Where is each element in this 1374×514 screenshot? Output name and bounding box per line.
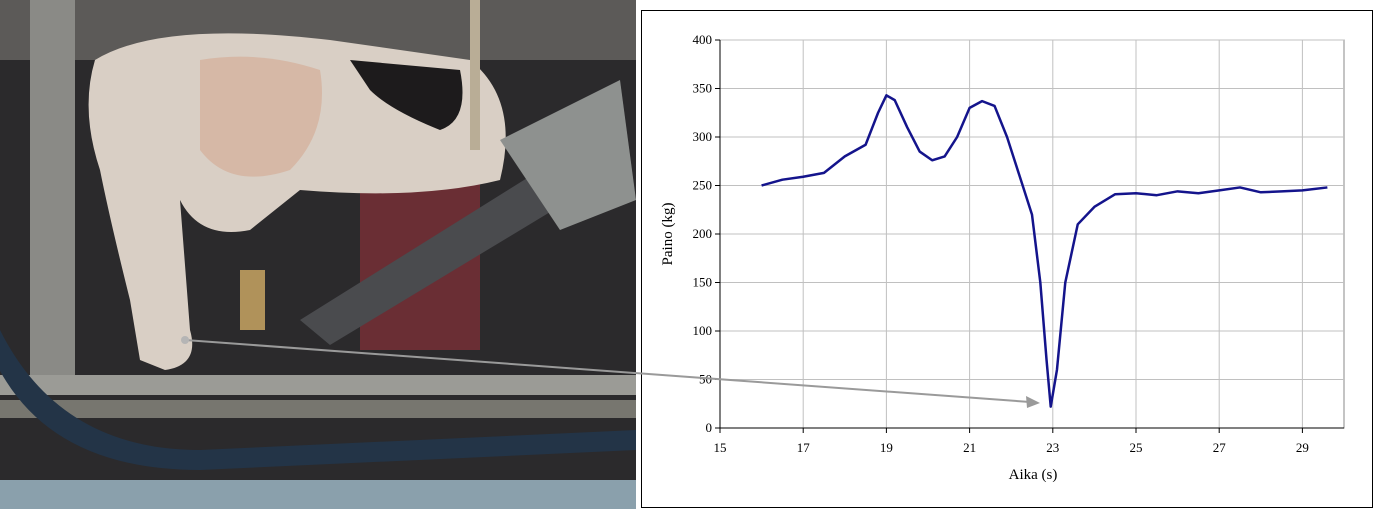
y-tick-label: 200 xyxy=(693,226,713,241)
x-tick-label: 21 xyxy=(963,440,976,455)
x-tick-label: 15 xyxy=(714,440,727,455)
y-tick-label: 150 xyxy=(693,275,713,290)
x-tick-label: 29 xyxy=(1296,440,1309,455)
x-tick-label: 17 xyxy=(797,440,811,455)
y-tick-label: 0 xyxy=(706,420,713,435)
y-tick-label: 400 xyxy=(693,32,713,47)
y-axis-label: Paino (kg) xyxy=(660,203,676,266)
figure: 0501001502002503003504001517192123252729… xyxy=(0,0,1374,509)
y-tick-label: 100 xyxy=(693,323,713,338)
y-tick-label: 350 xyxy=(693,81,713,96)
x-tick-label: 27 xyxy=(1213,440,1227,455)
plot-area: 0501001502002503003504001517192123252729 xyxy=(693,32,1345,455)
photo xyxy=(0,0,636,509)
x-tick-label: 25 xyxy=(1130,440,1143,455)
page: {"chart_data": {"type": "line", "x_label… xyxy=(0,0,1374,509)
x-tick-label: 23 xyxy=(1046,440,1059,455)
y-tick-label: 300 xyxy=(693,129,713,144)
x-axis-label: Aika (s) xyxy=(1009,467,1058,483)
x-tick-label: 19 xyxy=(880,440,893,455)
y-tick-label: 250 xyxy=(693,178,713,193)
